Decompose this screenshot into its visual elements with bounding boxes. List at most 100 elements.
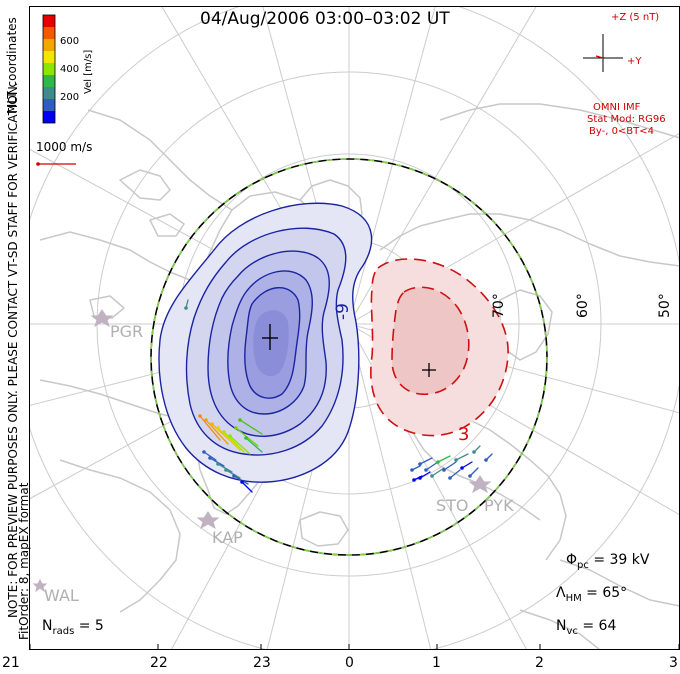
nvc-subscript: vc [566, 625, 578, 637]
scale-swatch [43, 51, 55, 63]
velocity-vector [437, 455, 451, 463]
negative-contour-label: -9 [333, 303, 353, 320]
scale-swatch [43, 75, 55, 87]
mlt-label: 1 [432, 655, 441, 671]
velocity-vector [199, 415, 221, 441]
imf-vector [595, 55, 604, 59]
vector-dot [244, 436, 248, 440]
vector-dot [204, 418, 208, 422]
positive-contour-label: 3 [458, 424, 470, 445]
positive-potential-cell [370, 258, 509, 437]
velocity-vector [209, 457, 225, 467]
velocity-vectors-dawn [410, 445, 493, 482]
phi-symbol: Φ [566, 552, 578, 568]
nvc-symbol: N [556, 618, 567, 634]
vector-dot [430, 474, 434, 478]
vector-dot [424, 468, 428, 472]
vector-dot [418, 462, 422, 466]
vector-dot [442, 468, 446, 472]
nrads-value: = 5 [74, 618, 104, 634]
velocity-vectors-dusk [184, 299, 263, 493]
vector-dot [216, 426, 220, 430]
latitude-label-60: 60° [575, 293, 591, 318]
imf-clock-dial [583, 34, 623, 72]
phi-subscript: pc [577, 559, 589, 571]
phi-value: = 39 kV [588, 552, 650, 568]
scale-swatch [43, 99, 55, 111]
imf-z-label: +Z (5 nT) [611, 12, 660, 23]
velocity-vector [469, 467, 479, 477]
scale-label: Vel [m/s] [83, 49, 94, 94]
velocity-vector [217, 427, 241, 451]
station-label-pyk: PYK [484, 496, 514, 515]
velocity-vector [217, 463, 233, 473]
vector-dot [238, 418, 242, 422]
vector-dot [448, 476, 452, 480]
vector-dot [240, 480, 244, 484]
scale-swatch [43, 39, 55, 51]
mlt-label: 2 [535, 655, 544, 671]
scale-tick-200: 200 [60, 92, 80, 103]
station-label-wal: WAL [44, 586, 79, 605]
station-marker-pyk [468, 475, 492, 494]
radar-count: Nrads = 5 [42, 618, 104, 637]
scale-frame [42, 14, 56, 124]
vector-dot [208, 456, 212, 460]
velocity-vector [245, 437, 263, 453]
vector-count: Nvc = 64 [556, 618, 616, 637]
vector-dot [454, 458, 458, 462]
velocity-vector [419, 457, 433, 465]
station-label-sto: STO [436, 496, 469, 515]
imf-model-label: Stat Mod: RG96 [587, 114, 666, 125]
velocity-vector [461, 461, 473, 469]
scale-swatch [43, 63, 55, 75]
velocity-vector [205, 419, 229, 445]
vector-dot [472, 450, 476, 454]
color-scale-bar [42, 14, 56, 124]
hm-boundary-dash [150, 158, 548, 556]
canada-coast [39, 109, 233, 421]
positive-contour-inner [391, 286, 470, 395]
velocity-vector [223, 431, 245, 453]
vector-dot [484, 458, 488, 462]
vector-dot [232, 474, 236, 478]
latitude-label-70: 70° [491, 293, 507, 318]
arctic-islands [89, 169, 185, 319]
nrads-subscript: rads [52, 625, 75, 637]
station-marker-pgr [90, 309, 114, 328]
imf-source-label: OMNI IMF [593, 102, 641, 113]
velocity-vector [443, 461, 457, 471]
vector-dot [234, 426, 238, 430]
station-marker-kap [196, 511, 220, 530]
latitude-label-50: 50° [657, 293, 673, 318]
europe-coast [519, 559, 680, 650]
meridian-line [348, 323, 432, 650]
velocity-vector [229, 435, 251, 455]
velocity-vector [225, 469, 241, 479]
velocity-vector [449, 469, 461, 479]
reference-vector-dot [36, 162, 40, 166]
meridian-line [348, 6, 436, 325]
iceland-coast [299, 511, 349, 547]
velocity-vector [233, 475, 249, 485]
mlt-label: 0 [345, 655, 354, 671]
scale-swatch [43, 111, 55, 123]
vector-dot [216, 462, 220, 466]
mlt-label: 3 [669, 655, 678, 671]
lambda-subscript: HM [565, 592, 582, 604]
lambda-value: = 65° [581, 585, 628, 601]
hm-boundary-latitude: ΛHM = 65° [556, 585, 627, 604]
nvc-value: = 64 [577, 618, 617, 634]
station-label-kap: KAP [212, 528, 243, 547]
cross-polar-potential: Φpc = 39 kV [566, 552, 649, 571]
vector-dot [228, 434, 232, 438]
scale-swatch [43, 27, 55, 39]
vector-dot [410, 468, 414, 472]
velocity-vector [241, 481, 253, 493]
hudson-coast [59, 459, 181, 613]
station-markers [32, 309, 492, 593]
reference-vector-label: 1000 m/s [36, 140, 93, 154]
vector-dot [468, 474, 472, 478]
